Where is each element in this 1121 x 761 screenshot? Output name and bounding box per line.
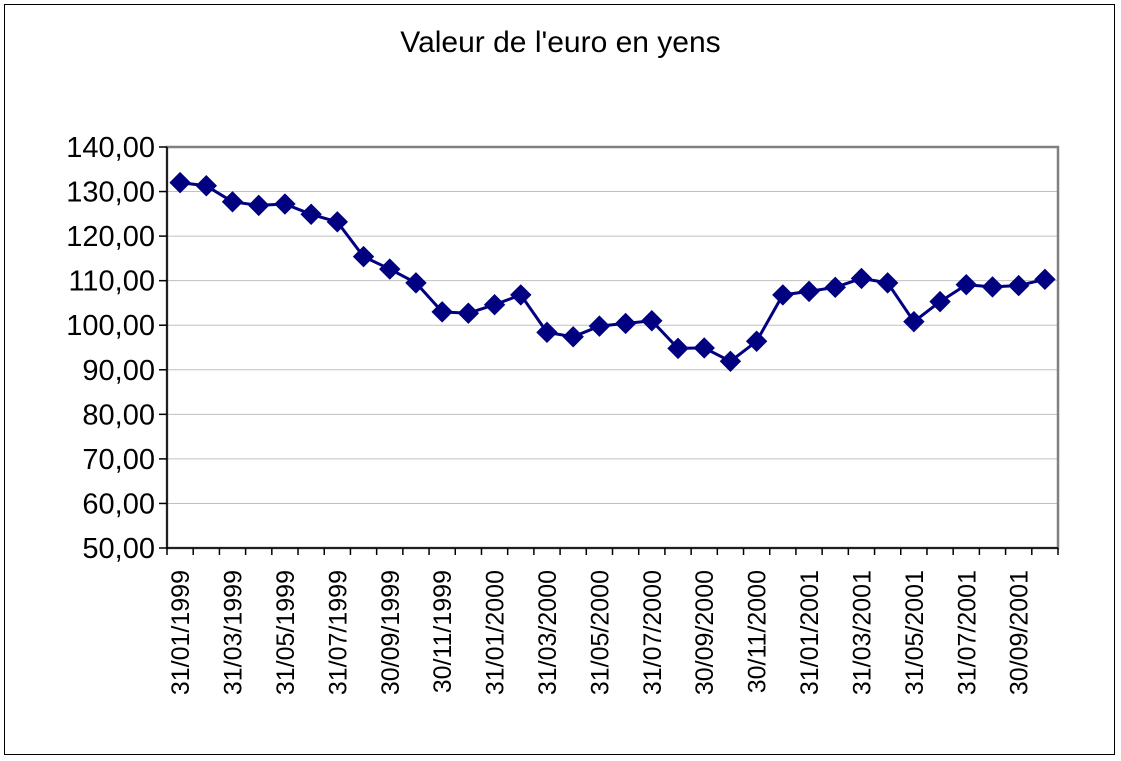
data-point	[641, 310, 663, 332]
x-tick-label: 31/07/2001	[953, 570, 981, 695]
data-point	[248, 194, 270, 217]
data-point	[876, 272, 899, 294]
data-point	[588, 315, 611, 337]
data-point	[719, 350, 742, 373]
x-tick-label: 31/01/2001	[796, 570, 824, 695]
data-point	[379, 258, 401, 280]
data-point	[745, 330, 768, 352]
plot-area	[165, 145, 1060, 550]
data-point	[1007, 274, 1030, 297]
y-tick-label: 90,00	[82, 355, 155, 387]
data-point	[614, 312, 637, 335]
data-point	[1034, 268, 1056, 291]
x-tick-label: 31/05/2000	[586, 570, 614, 695]
data-point	[929, 290, 951, 313]
data-point	[326, 211, 349, 233]
data-point	[824, 276, 846, 299]
x-tick-label: 31/01/1999	[167, 570, 195, 695]
y-tick-label: 80,00	[82, 399, 155, 431]
data-point	[562, 326, 584, 348]
data-point	[510, 284, 532, 306]
y-tick-label: 130,00	[66, 177, 155, 209]
data-point	[405, 272, 427, 294]
x-tick-label: 31/03/2001	[848, 570, 876, 695]
x-tick-label: 31/07/1999	[324, 570, 352, 695]
grid-lines	[167, 191, 1058, 504]
data-point	[981, 276, 1004, 298]
y-tick-label: 140,00	[66, 132, 155, 164]
data-point	[903, 310, 925, 333]
chart-title: Valeur de l'euro en yens	[400, 26, 721, 59]
x-tick-label: 30/09/2000	[691, 570, 719, 695]
y-tick-label: 60,00	[82, 488, 155, 520]
x-tick-label: 31/01/2000	[482, 570, 510, 695]
series-line	[179, 181, 1046, 363]
data-point	[955, 273, 977, 296]
data-point	[693, 337, 715, 359]
y-tick-label: 70,00	[82, 444, 155, 476]
data-point	[300, 203, 322, 225]
y-tick-label: 50,00	[82, 533, 155, 565]
data-point	[457, 302, 480, 324]
data-point	[536, 321, 558, 344]
data-point	[195, 175, 218, 197]
data-point	[772, 284, 794, 306]
x-tick-label: 30/11/1999	[429, 570, 457, 693]
y-tick-label: 100,00	[66, 310, 155, 342]
x-tick-label: 31/07/2000	[639, 570, 667, 695]
data-point	[798, 280, 820, 303]
x-tick-label: 30/09/1999	[377, 570, 405, 695]
series-layer	[169, 171, 1056, 373]
y-tick-labels: 50,00 60,00 70,00 80,00 90,00 100,00 110,00 120…	[66, 132, 155, 565]
data-point	[352, 245, 375, 268]
y-tick-label: 110,00	[68, 266, 155, 298]
x-tick-label: 31/03/2000	[534, 570, 562, 695]
chart-frame	[4, 4, 1115, 755]
data-point	[169, 171, 191, 194]
x-tick-label: 30/09/2001	[1006, 570, 1034, 695]
y-tick-label: 120,00	[66, 221, 155, 253]
data-point	[431, 301, 453, 323]
x-tick-label: 31/05/1999	[272, 570, 300, 695]
x-tick-label: 31/03/1999	[220, 570, 248, 695]
x-tick-label: 31/05/2001	[901, 570, 929, 695]
data-point	[850, 267, 873, 290]
x-tick-label: 30/11/2000	[744, 570, 772, 693]
data-point	[483, 294, 506, 316]
x-tick-labels: 31/01/1999 31/03/1999 31/05/1999 31/07/1999…	[167, 570, 1034, 695]
data-point	[274, 193, 296, 215]
data-point	[667, 337, 689, 360]
axes	[159, 146, 1059, 555]
data-point	[221, 191, 244, 213]
